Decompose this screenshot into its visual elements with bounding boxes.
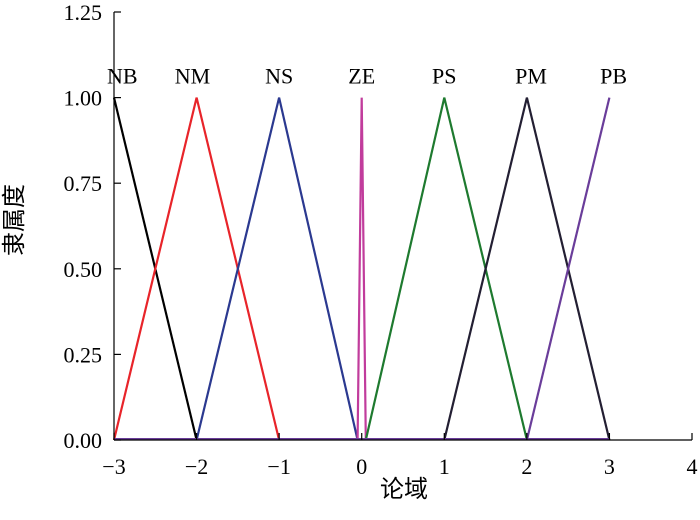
series-label-pm: PM (515, 63, 547, 88)
series-line-pm (443, 97, 611, 441)
series-label-ps: PS (432, 63, 456, 88)
series-label-ze: ZE (348, 63, 375, 88)
y-tick-label: 0.00 (64, 428, 103, 453)
y-tick-label: 1.00 (64, 86, 103, 111)
x-tick-label: 1 (439, 454, 450, 479)
plot-area (112, 97, 611, 441)
series-label-nm: NM (175, 63, 210, 88)
y-tick-label: 0.75 (64, 171, 103, 196)
series-line-pb (525, 97, 611, 441)
series-label-ns: NS (265, 63, 293, 88)
series-label-pb: PB (600, 63, 627, 88)
series-line-ps (364, 97, 528, 441)
x-tick-label: −2 (185, 454, 208, 479)
y-tick-label: 0.25 (64, 342, 103, 367)
series-line-nm (112, 97, 281, 441)
series-labels: NB NM NS ZE PS PM PB (107, 63, 627, 88)
series-label-nb: NB (107, 63, 138, 88)
x-tick-label: 2 (521, 454, 532, 479)
x-tick-label: 4 (687, 454, 698, 479)
y-tick-label: 0.50 (64, 257, 103, 282)
x-tick-label: 3 (604, 454, 615, 479)
y-axis-label: 隶属度 (0, 184, 28, 256)
series-line-ns (195, 97, 359, 441)
x-axis-label: 论域 (380, 475, 428, 503)
series-line-ze (356, 97, 367, 441)
y-tick-label: 1.25 (64, 0, 103, 25)
x-tick-label: −3 (102, 454, 125, 479)
x-tick-label: −1 (267, 454, 290, 479)
axis-ticks: 0.00 0.25 0.50 0.75 1.00 1.25 −3 −2 −1 0 1 2 3 4 (64, 0, 698, 479)
axes (113, 12, 692, 441)
x-tick-label: 0 (356, 454, 367, 479)
